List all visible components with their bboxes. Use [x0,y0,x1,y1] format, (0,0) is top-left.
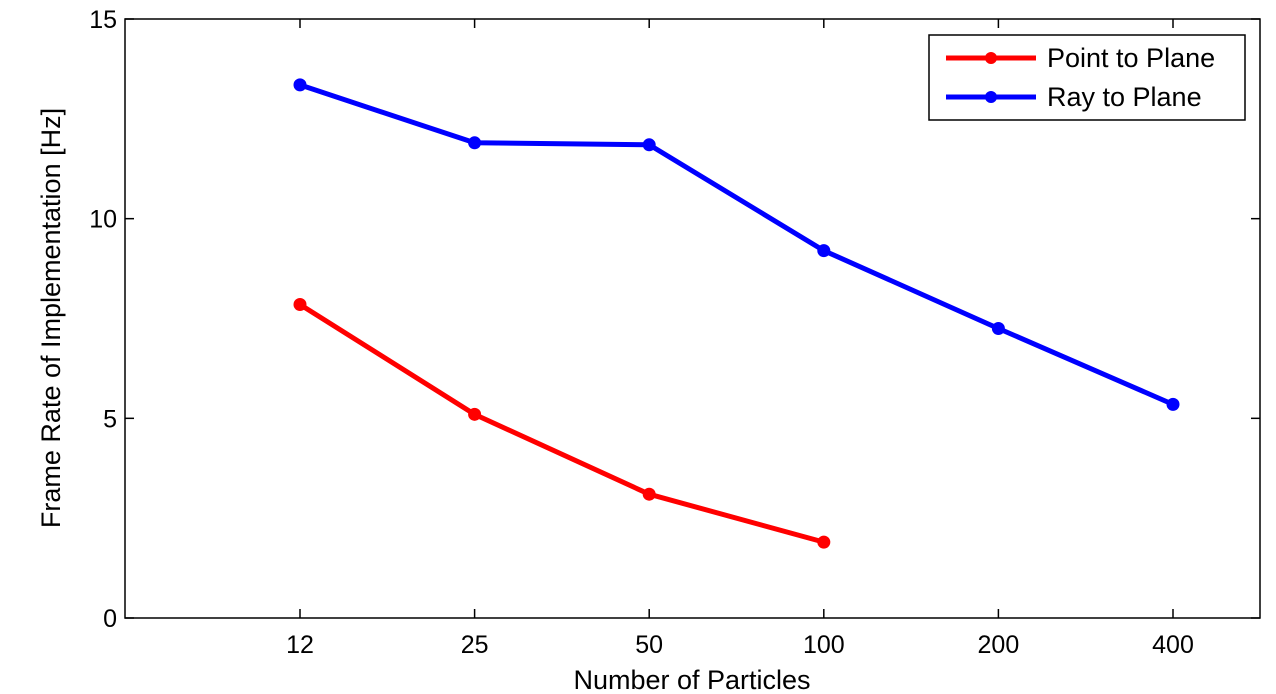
x-axis-ticks: 12 25 50 100 200 400 [286,19,1194,659]
data-point-ray-to-plane [468,136,482,150]
data-point-ray-to-plane [817,244,831,258]
x-tick-label: 25 [461,631,489,659]
series-line-point-to-plane [298,302,825,545]
series-layer [293,78,1180,549]
y-tick-label: 0 [103,605,117,633]
y-axis-label: Frame Rate of Implementation [Hz] [36,108,66,528]
x-tick-label: 12 [286,631,314,659]
x-axis-label: Number of Particles [573,665,810,694]
legend: Point to Plane Ray to Plane [928,34,1246,121]
data-point-ray-to-plane [293,78,307,92]
y-tick-label: 15 [89,6,117,34]
data-point-ray-to-plane [991,321,1005,335]
data-point-ray-to-plane [1166,397,1180,411]
data-point-point-to-plane [642,487,656,501]
legend-label-point-to-plane: Point to Plane [1047,43,1215,73]
y-tick-label: 10 [89,206,117,234]
x-tick-label: 50 [635,631,663,659]
legend-label-ray-to-plane: Ray to Plane [1047,82,1202,112]
data-point-ray-to-plane [642,138,656,152]
data-point-point-to-plane [817,535,831,549]
y-tick-label: 5 [103,405,117,433]
x-tick-label: 400 [1152,631,1194,659]
legend-marker-ray-to-plane [985,91,997,103]
legend-marker-point-to-plane [985,52,997,64]
x-tick-label: 200 [978,631,1020,659]
y-axis-ticks: 0 5 10 15 [89,6,1260,633]
data-point-point-to-plane [293,298,307,312]
data-point-point-to-plane [468,407,482,421]
x-tick-label: 100 [803,631,845,659]
series-line-ray-to-plane [299,82,1174,407]
legend-box [928,34,1246,121]
